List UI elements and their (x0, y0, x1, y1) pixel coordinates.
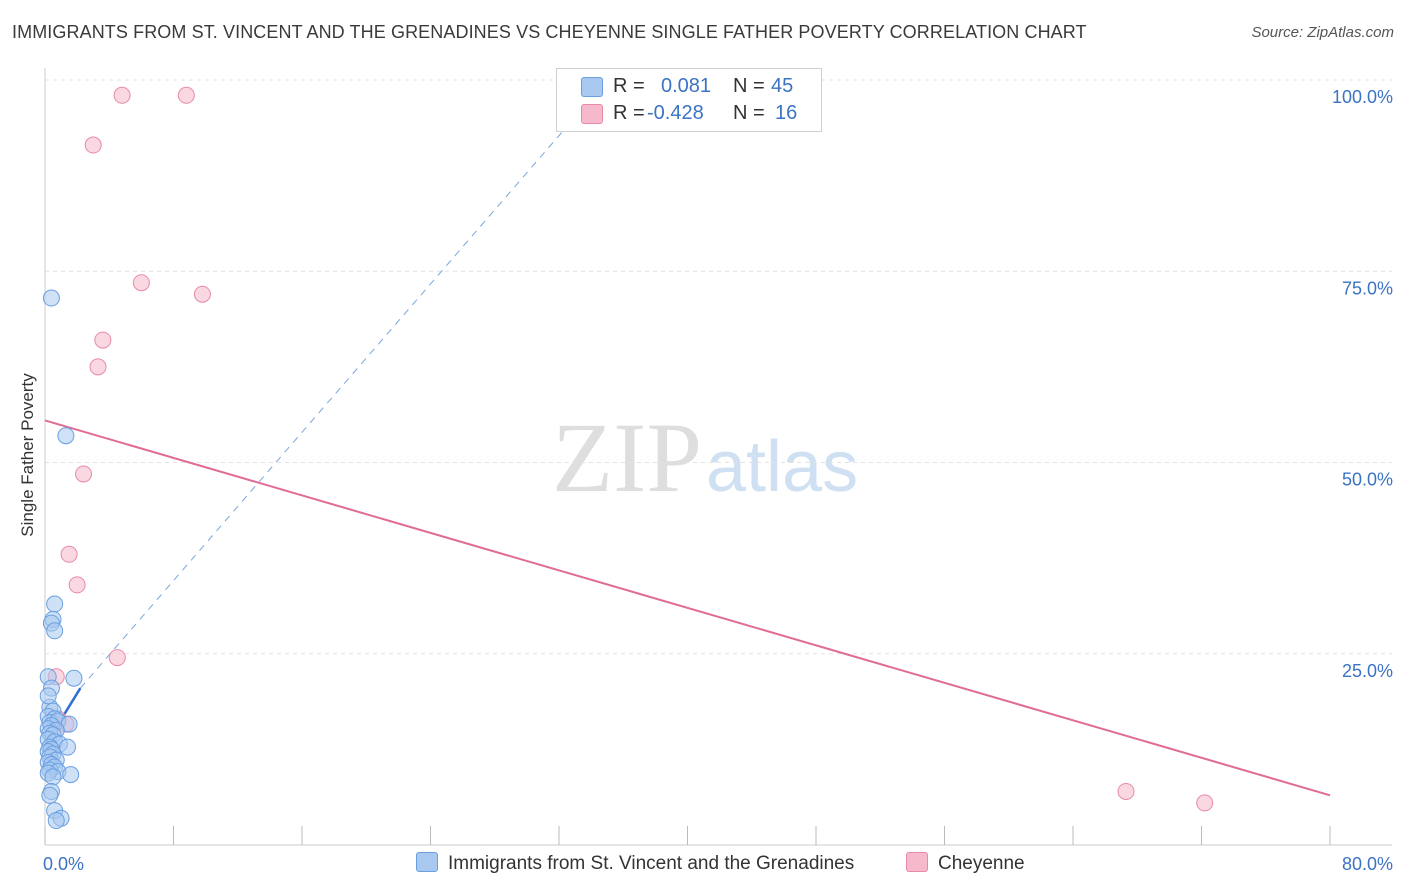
y-tick-label: 100.0% (1332, 87, 1393, 107)
watermark: ZIPatlas (552, 400, 858, 515)
data-point-immigrants (58, 738, 76, 756)
legend-r-label: R = (613, 102, 645, 124)
data-point-cheyenne (1117, 782, 1135, 800)
bottom-legend-item-series2: Cheyenne (906, 852, 1025, 875)
legend-swatch-series2 (581, 104, 603, 124)
legend-r-label: R = (613, 75, 645, 97)
grid-lines (45, 79, 1392, 655)
data-points (39, 86, 1214, 830)
legend-n-value: 16 (775, 102, 798, 124)
x-tick-label: 0.0% (43, 854, 84, 874)
data-point-immigrants (65, 669, 83, 687)
y-tick-label: 25.0% (1342, 661, 1393, 681)
data-point-immigrants (62, 766, 80, 784)
legend-r-value: 0.081 (661, 75, 712, 97)
data-point-cheyenne (193, 285, 211, 303)
y-tick-label: 75.0% (1342, 278, 1393, 298)
bottom-legend-item-series1: Immigrants from St. Vincent and the Gren… (416, 852, 854, 875)
chart-source: Source: ZipAtlas.com (1251, 24, 1394, 41)
x-tick-label: 80.0% (1342, 854, 1393, 874)
data-point-immigrants (41, 786, 59, 804)
bottom-legend-swatch-series1 (416, 852, 438, 872)
data-point-immigrants (46, 595, 64, 613)
legend-n-label: N = (733, 75, 765, 97)
data-point-cheyenne (89, 358, 107, 376)
watermark-atlas: atlas (706, 427, 859, 507)
legend-row-series2: R = -0.428 N = 16 (557, 100, 821, 126)
data-point-cheyenne (1196, 794, 1214, 812)
bottom-legend-label-series2: Cheyenne (938, 853, 1025, 874)
bottom-legend-swatch-series2 (906, 852, 928, 872)
data-point-cheyenne (68, 576, 86, 594)
data-point-cheyenne (177, 86, 195, 104)
data-point-cheyenne (94, 331, 112, 349)
legend-n-value: 45 (771, 75, 794, 97)
legend-r-value: -0.428 (647, 102, 704, 124)
trend-line-series2 (44, 419, 1331, 797)
data-point-cheyenne (75, 465, 93, 483)
trend-lines (43, 79, 1331, 797)
tick-labels: 25.0% 50.0% 75.0% 100.0% 0.0% 80.0% (43, 87, 1393, 874)
data-point-cheyenne (113, 86, 131, 104)
data-point-immigrants (57, 427, 75, 445)
trend-line-series1-extended (79, 79, 608, 689)
data-point-immigrants (44, 768, 62, 786)
data-point-cheyenne (84, 136, 102, 154)
data-point-immigrants (47, 812, 65, 830)
watermark-zip: ZIP (552, 402, 702, 513)
correlation-legend: R = 0.081 N = 45 R = -0.428 N = 16 (556, 68, 822, 132)
legend-n-label: N = (733, 102, 765, 124)
legend-swatch-series1 (581, 77, 603, 97)
data-point-cheyenne (108, 649, 126, 667)
data-point-immigrants (39, 687, 57, 705)
data-point-cheyenne (60, 545, 78, 563)
axes (44, 68, 1392, 846)
data-point-immigrants (42, 289, 60, 307)
data-point-immigrants (46, 622, 64, 640)
y-tick-label: 50.0% (1342, 470, 1393, 490)
legend-row-series1: R = 0.081 N = 45 (557, 73, 821, 99)
chart-title: IMMIGRANTS FROM ST. VINCENT AND THE GREN… (12, 22, 1087, 42)
data-point-cheyenne (132, 274, 150, 292)
bottom-legend-label-series1: Immigrants from St. Vincent and the Gren… (448, 853, 855, 874)
